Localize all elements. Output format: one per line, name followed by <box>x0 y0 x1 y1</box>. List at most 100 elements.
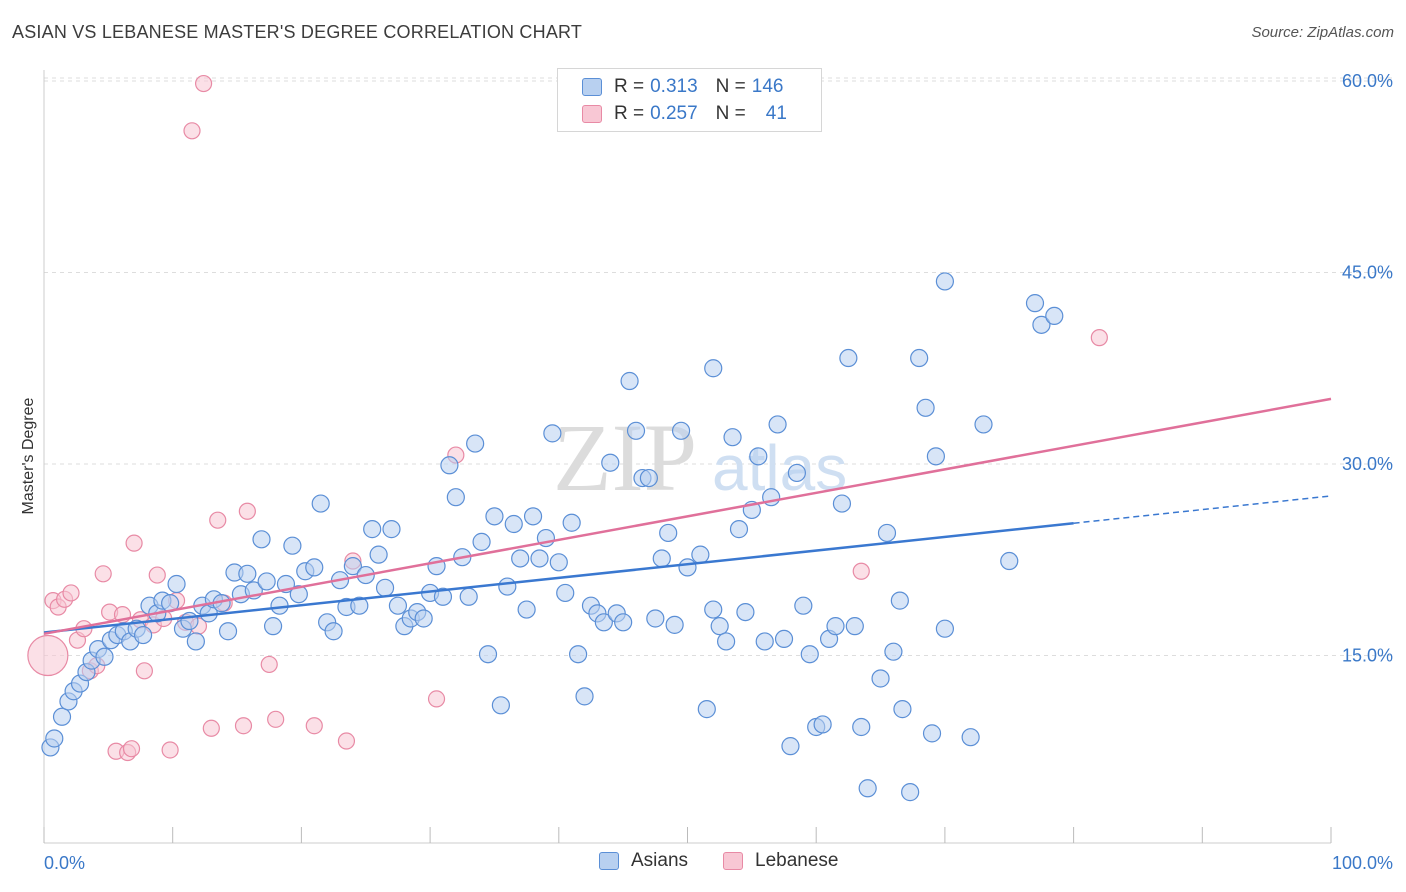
asian-point <box>665 615 684 634</box>
lebanese-trend-line <box>43 397 1332 636</box>
asian-point <box>543 424 562 443</box>
asian-point <box>723 428 742 447</box>
asian-point <box>498 577 517 596</box>
asian-point <box>511 549 530 568</box>
asians-swatch <box>582 78 602 96</box>
lebanese-point <box>183 122 201 140</box>
source-label: Source: ZipAtlas.com <box>1251 24 1394 41</box>
lebanese-point <box>202 719 220 737</box>
asian-point <box>678 558 697 577</box>
asian-point <box>652 549 671 568</box>
asian-point <box>485 507 504 526</box>
asian-point <box>935 619 955 638</box>
lebanese-point <box>238 502 256 520</box>
lebanese-point <box>161 741 179 759</box>
asian-point <box>369 545 388 564</box>
asian-point <box>922 724 942 743</box>
asian-point <box>257 572 276 591</box>
asian-point <box>569 645 588 664</box>
lebanese-points <box>27 74 1108 762</box>
asian-point <box>594 613 613 632</box>
lebanese-point <box>125 534 143 552</box>
legend-item-asians: Asians <box>599 850 688 872</box>
asian-point <box>852 717 871 737</box>
asian-point <box>704 359 723 378</box>
lebanese-point <box>305 717 323 735</box>
asian-point <box>813 715 832 734</box>
asian-point <box>95 647 114 666</box>
asian-point <box>901 783 920 802</box>
asian-point <box>238 564 257 583</box>
asian-point <box>350 596 369 615</box>
asian-point <box>858 779 877 798</box>
asian-point <box>414 609 433 628</box>
asian-point <box>1000 551 1019 571</box>
lebanese-point <box>122 740 141 758</box>
legend-label: Asians <box>631 850 689 871</box>
asians-swatch <box>599 852 619 870</box>
asian-point <box>755 632 774 651</box>
lebanese-point <box>427 690 446 708</box>
asian-point <box>530 549 549 568</box>
asian-point <box>774 629 794 649</box>
asian-point <box>562 513 581 532</box>
asian-point <box>800 645 819 664</box>
asian-point <box>167 574 186 594</box>
asian-point <box>781 737 800 756</box>
asian-point <box>646 609 665 628</box>
asian-point <box>289 585 308 604</box>
asian-trend-extension <box>1073 495 1332 524</box>
series-legend: Asians Lebanese <box>0 850 1406 878</box>
asian-point <box>601 453 620 472</box>
asian-point <box>659 523 678 543</box>
asian-point <box>52 707 72 726</box>
asian-point <box>556 583 575 603</box>
axes <box>43 70 1332 844</box>
asian-point <box>704 600 723 619</box>
asian-point <box>736 602 755 622</box>
legend-label: Lebanese <box>755 850 839 871</box>
asian-point <box>877 523 897 543</box>
asian-point <box>311 494 330 513</box>
asian-point <box>614 613 633 632</box>
asian-point <box>1025 294 1045 313</box>
asian-point <box>180 611 199 631</box>
r-value: 0.313 <box>650 76 698 97</box>
asian-point <box>517 600 536 619</box>
asian-point <box>1032 315 1051 334</box>
asian-point <box>133 625 153 645</box>
asian-point <box>263 617 283 636</box>
asian-point <box>845 617 864 636</box>
asian-point <box>363 520 382 539</box>
asian-point <box>388 596 408 615</box>
asian-point <box>691 545 710 564</box>
asian-point <box>252 530 271 549</box>
asian-point <box>466 434 485 453</box>
x-tick-label: 0.0% <box>44 853 85 873</box>
asian-point <box>717 632 736 651</box>
asian-point <box>283 536 302 555</box>
legend-row-lebanese: R = 0.257 N = 41 <box>582 101 787 127</box>
asian-point <box>186 632 205 651</box>
asian-point <box>478 645 498 664</box>
lebanese-point <box>267 710 285 728</box>
asian-point <box>382 520 401 539</box>
asian-point <box>218 622 238 641</box>
legend-item-lebanese: Lebanese <box>723 850 838 872</box>
asian-point <box>916 398 935 417</box>
asian-point <box>324 622 343 641</box>
lebanese-point <box>337 732 356 750</box>
lebanese-point <box>27 634 69 677</box>
asian-point <box>697 700 716 719</box>
n-label: N = <box>715 76 746 97</box>
asian-point <box>974 415 993 434</box>
asian-point <box>710 617 729 636</box>
asian-point <box>491 696 510 715</box>
asian-point <box>935 272 955 291</box>
y-tick-label: 60.0% <box>1342 71 1393 91</box>
lebanese-swatch <box>723 852 743 870</box>
asian-point <box>440 456 459 475</box>
asian-point <box>871 669 890 688</box>
lebanese-point <box>234 717 253 735</box>
